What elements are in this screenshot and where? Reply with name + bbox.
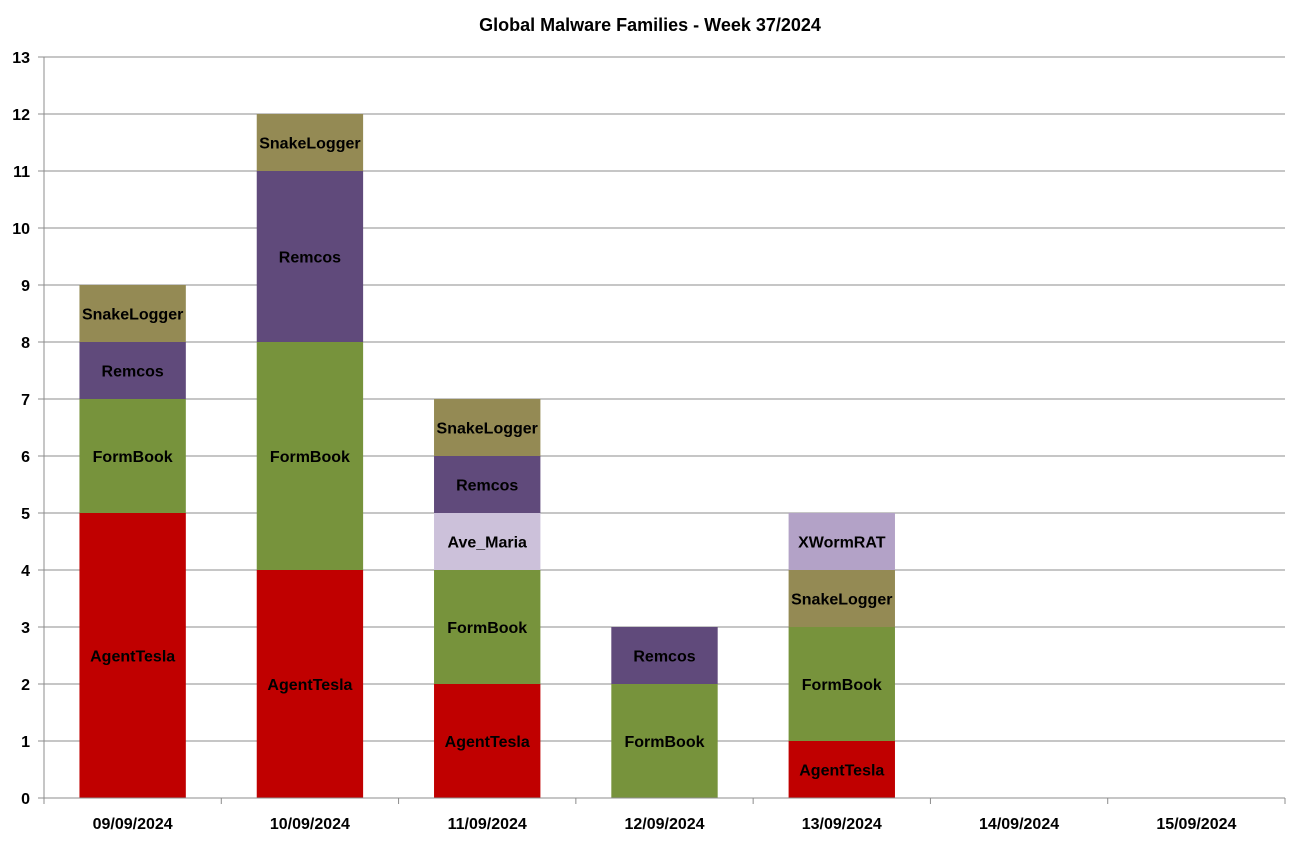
y-tick-label: 13 [12, 50, 30, 67]
y-tick-label: 4 [21, 563, 30, 580]
x-axis: 09/09/2024 10/09/2024 11/09/2024 12/09/2024… [43, 797, 1286, 833]
data-label: SnakeLogger [259, 136, 360, 153]
bar-segment-formbook [79, 399, 186, 513]
data-label: FormBook [270, 449, 350, 466]
data-label: AgentTesla [799, 763, 884, 780]
data-label: Ave_Maria [447, 535, 527, 552]
bar-segment-remcos [434, 456, 541, 513]
bar-segment-snakelogger [434, 399, 541, 456]
x-tick-label: 09/09/2024 [93, 816, 173, 833]
data-label: SnakeLogger [791, 592, 892, 609]
data-label: SnakeLogger [82, 307, 183, 324]
x-tick-label: 15/09/2024 [1156, 816, 1236, 833]
y-tick-label: 6 [21, 449, 30, 466]
data-label: Remcos [102, 364, 164, 381]
y-tick-label: 10 [12, 221, 30, 238]
x-tick-label: 11/09/2024 [448, 816, 527, 833]
bar-segment-agenttesla [788, 741, 895, 798]
x-tick-label: 13/09/2024 [802, 816, 882, 833]
data-label: AgentTesla [267, 677, 352, 694]
bar-segment-formbook [256, 342, 364, 570]
data-label: Remcos [456, 478, 518, 495]
data-label: AgentTesla [90, 649, 175, 666]
bar-segment-ave-maria [434, 513, 541, 570]
bar-segment-remcos [611, 627, 718, 684]
chart-title: Global Malware Families - Week 37/2024 [479, 15, 821, 35]
data-label: FormBook [802, 677, 882, 694]
bars: AgentTesla FormBook Remcos SnakeLogger Agent… [79, 114, 895, 798]
data-label: Remcos [633, 649, 695, 666]
bar-segment-remcos [256, 171, 364, 342]
data-label: FormBook [447, 620, 527, 637]
data-label: SnakeLogger [437, 421, 538, 438]
data-label: AgentTesla [445, 734, 530, 751]
bar-segment-formbook [611, 684, 718, 798]
y-tick-label: 12 [12, 107, 30, 124]
y-tick-label: 1 [21, 734, 30, 751]
bar-segment-snakelogger [788, 570, 895, 627]
data-label: FormBook [625, 734, 705, 751]
y-tick-label: 9 [21, 278, 30, 295]
y-tick-label: 11 [13, 164, 30, 181]
y-tick-label: 0 [21, 791, 30, 808]
x-tick-label: 10/09/2024 [270, 816, 350, 833]
bar-segment-formbook [788, 627, 895, 741]
bar-segment-snakelogger [79, 285, 186, 342]
y-tick-label: 8 [21, 335, 30, 352]
bar-segment-agenttesla [79, 513, 186, 798]
x-tick-label: 14/09/2024 [979, 816, 1059, 833]
data-label: Remcos [279, 250, 341, 267]
bar-segment-agenttesla [256, 570, 364, 798]
data-label: FormBook [93, 449, 173, 466]
data-label: XWormRAT [798, 535, 886, 552]
gridlines [44, 56, 1285, 742]
bar-segment-formbook [434, 570, 541, 684]
bar-segment-agenttesla [434, 684, 541, 798]
x-tick-label: 12/09/2024 [624, 816, 704, 833]
bar-segment-xwormrat [788, 513, 895, 570]
bar-segment-snakelogger [256, 114, 364, 171]
y-tick-label: 2 [21, 677, 30, 694]
y-tick-label: 5 [21, 506, 30, 523]
bar-segment-remcos [79, 342, 186, 399]
y-tick-label: 7 [21, 392, 30, 409]
y-tick-label: 3 [21, 620, 30, 637]
